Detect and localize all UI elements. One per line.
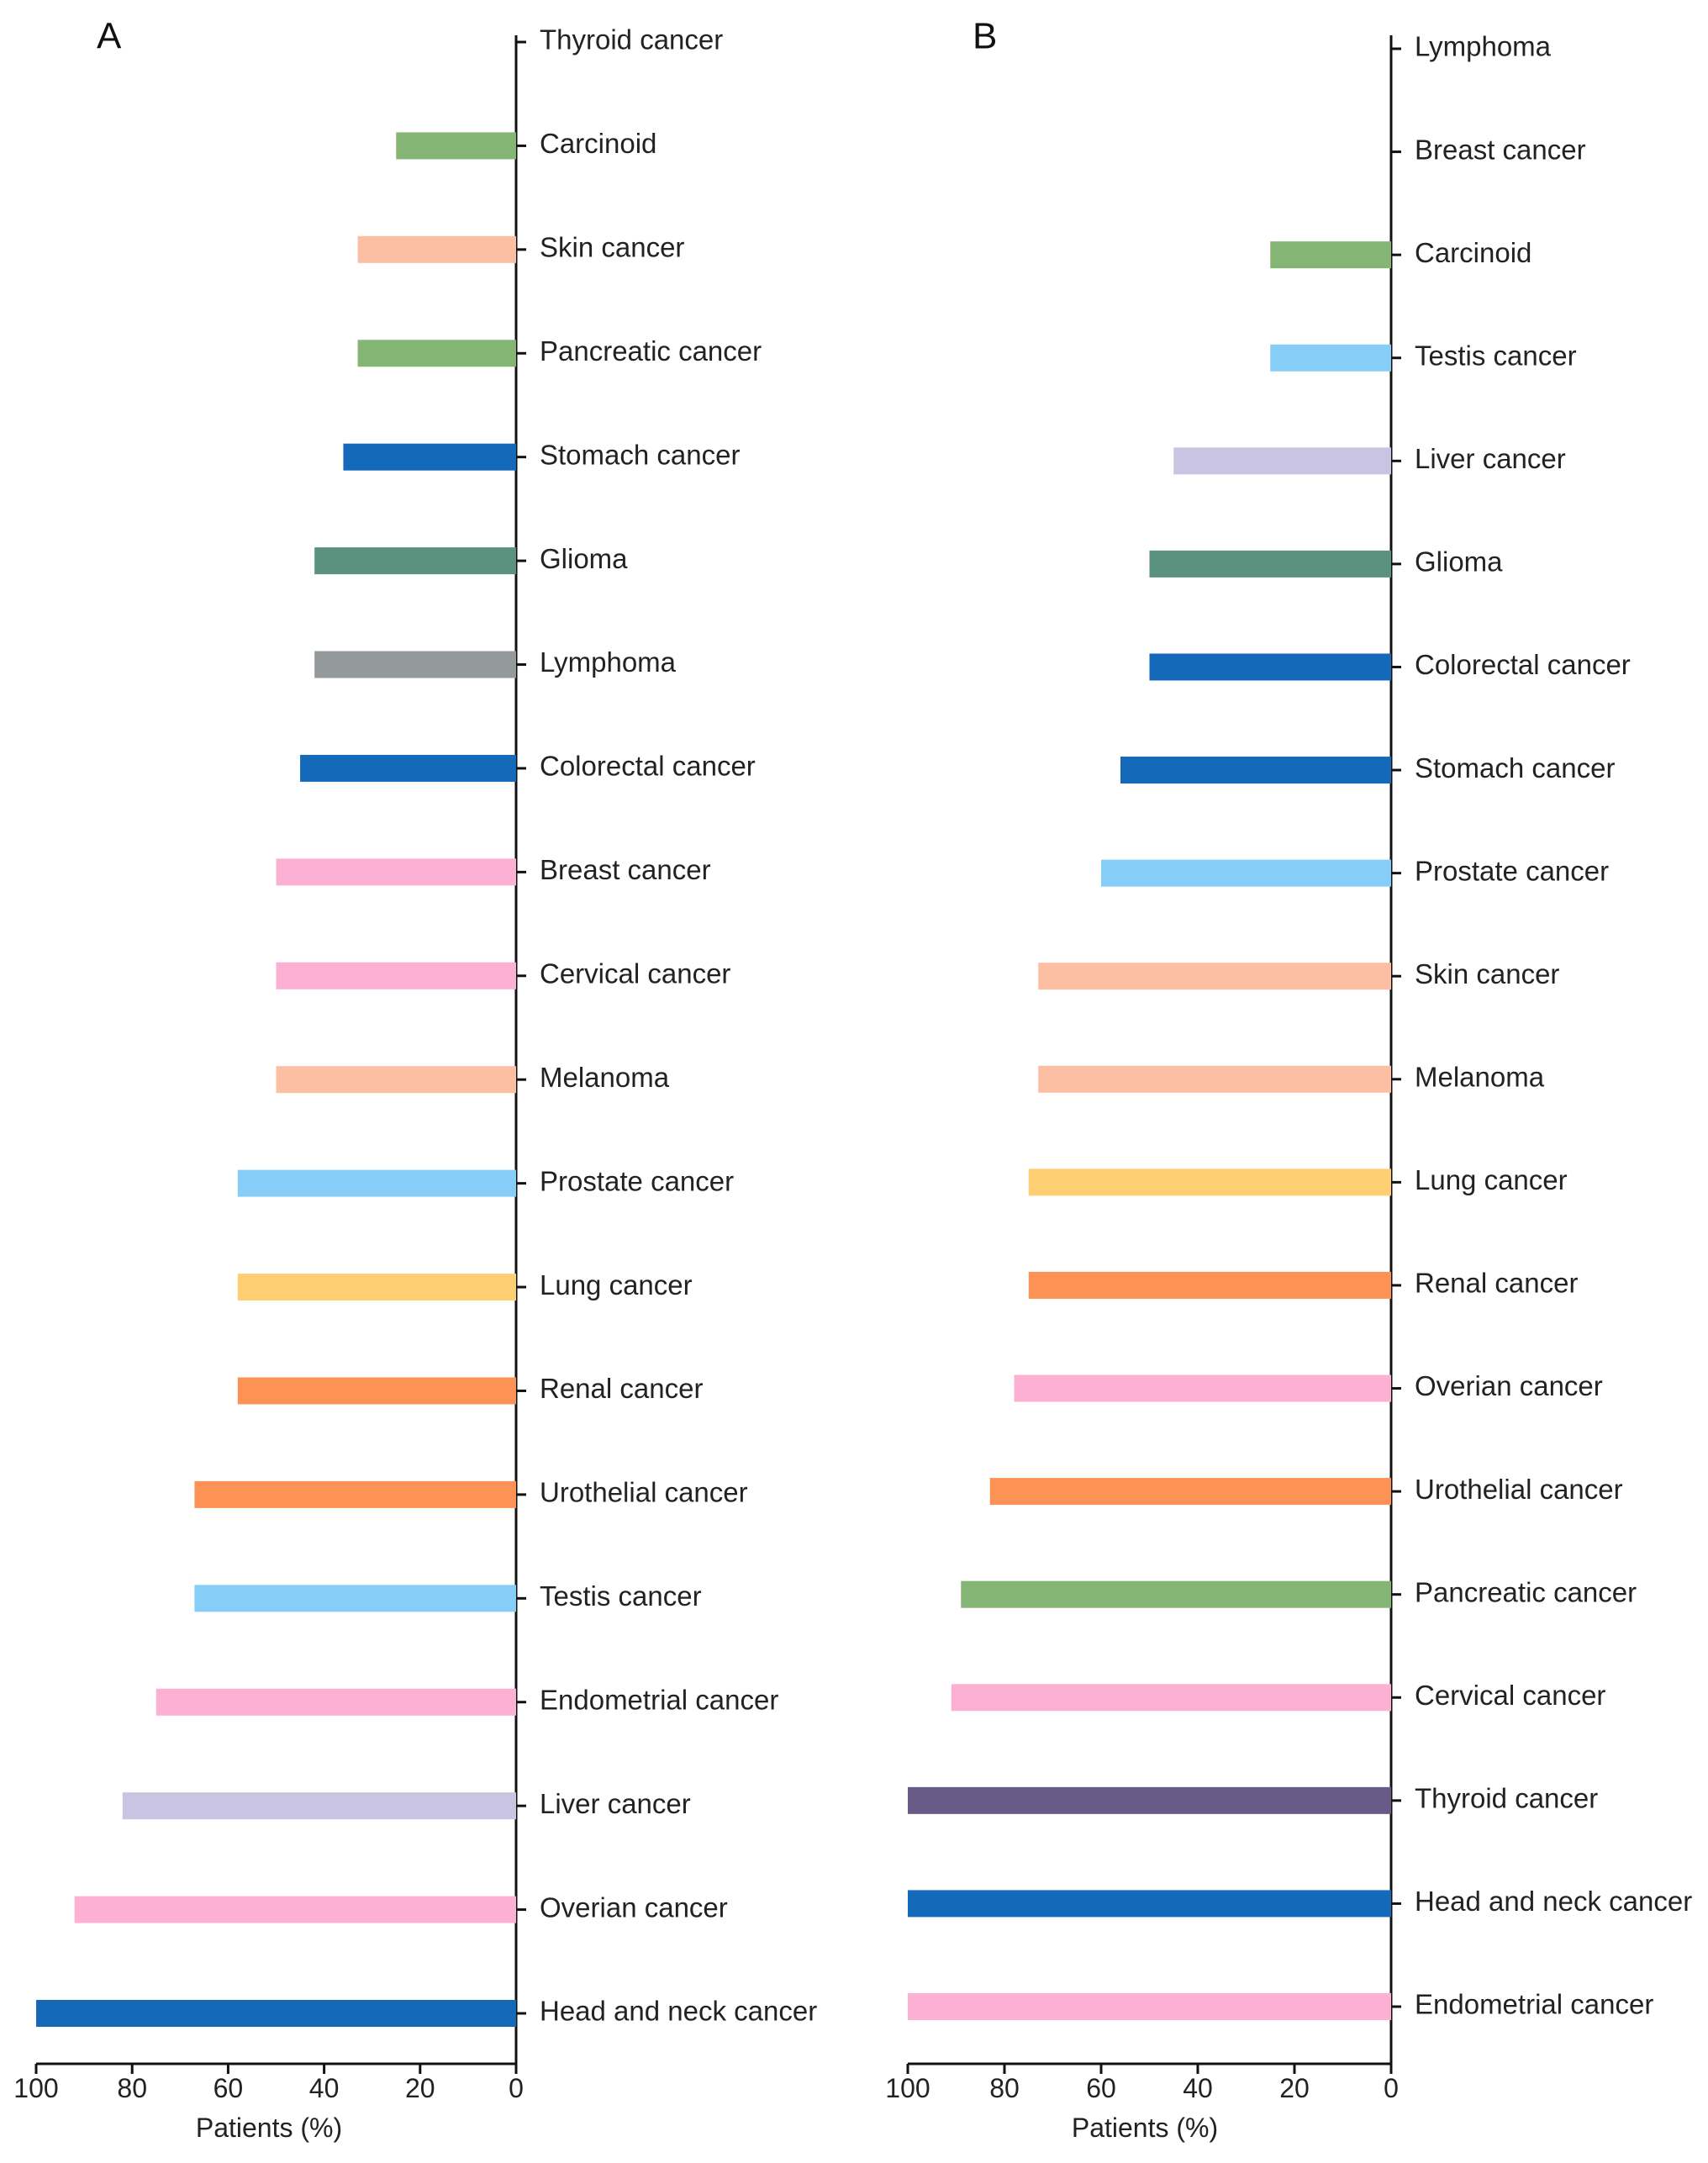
category-label: Melanoma xyxy=(540,1062,670,1093)
bar xyxy=(36,2000,516,2027)
category-label: Glioma xyxy=(540,543,628,574)
category-label: Thyroid cancer xyxy=(540,24,723,55)
category-label: Skin cancer xyxy=(1415,958,1559,989)
category-label: Prostate cancer xyxy=(1415,855,1609,886)
bar xyxy=(276,858,516,886)
bar xyxy=(194,1480,516,1508)
category-label: Lymphoma xyxy=(540,646,677,678)
category-label: Endometrial cancer xyxy=(1415,1989,1653,2020)
value-tick-label: 20 xyxy=(405,2073,435,2103)
category-label: Overian cancer xyxy=(540,1891,728,1923)
category-label: Pancreatic cancer xyxy=(1415,1576,1637,1607)
value-tick-label: 80 xyxy=(989,2073,1020,2103)
bar xyxy=(1014,1374,1391,1402)
bar xyxy=(237,1377,516,1405)
category-label: Lung cancer xyxy=(1415,1164,1568,1195)
bar xyxy=(1038,963,1391,990)
bar xyxy=(1173,447,1391,475)
value-tick-label: 40 xyxy=(309,2073,340,2103)
category-label: Skin cancer xyxy=(540,232,684,263)
category-label: Thyroid cancer xyxy=(1415,1783,1598,1814)
category-label: Liver cancer xyxy=(540,1788,691,1819)
panel-letter: A xyxy=(97,16,122,57)
bar xyxy=(194,1585,516,1612)
value-tick-label: 20 xyxy=(1279,2073,1310,2103)
bar xyxy=(908,1993,1391,2020)
value-axis-title: Patients (%) xyxy=(1072,2113,1218,2143)
category-label: Lymphoma xyxy=(1415,31,1552,62)
category-label: Stomach cancer xyxy=(1415,752,1615,783)
value-tick-label: 80 xyxy=(117,2073,147,2103)
bar xyxy=(1270,241,1391,269)
value-tick-label: 0 xyxy=(509,2073,524,2103)
bar xyxy=(961,1580,1391,1608)
category-label: Melanoma xyxy=(1415,1062,1545,1093)
bar xyxy=(908,1890,1391,1918)
category-label: Breast cancer xyxy=(1415,134,1586,165)
bar xyxy=(314,547,516,575)
category-label: Testis cancer xyxy=(540,1580,702,1612)
category-label: Colorectal cancer xyxy=(1415,649,1631,680)
category-label: Lung cancer xyxy=(540,1269,693,1300)
bar xyxy=(276,962,516,989)
bar xyxy=(1270,344,1391,372)
category-label: Urothelial cancer xyxy=(1415,1474,1623,1505)
bar xyxy=(951,1684,1391,1712)
category-label: Cervical cancer xyxy=(540,958,730,989)
category-label: Cervical cancer xyxy=(1415,1680,1605,1711)
bar xyxy=(74,1896,517,1923)
bar xyxy=(989,1478,1391,1506)
bar xyxy=(276,1066,516,1094)
bar xyxy=(156,1688,516,1716)
panel-b: B Lymphoma Breast cancer Carcinoid Testis ca… xyxy=(885,16,1692,2143)
bar xyxy=(1028,1271,1391,1299)
category-label: Head and neck cancer xyxy=(540,1996,817,2027)
bar xyxy=(1149,550,1391,578)
category-label: Carcinoid xyxy=(540,128,656,159)
bar xyxy=(908,1786,1391,1814)
category-label: Renal cancer xyxy=(1415,1268,1578,1299)
category-label: Testis cancer xyxy=(1415,340,1577,371)
value-tick-label: 40 xyxy=(1183,2073,1213,2103)
bar xyxy=(343,443,516,471)
category-label: Colorectal cancer xyxy=(540,751,756,782)
panel-a: A Thyroid cancer Carcinoid Skin cancer Pancr… xyxy=(13,16,817,2143)
bar xyxy=(237,1169,516,1197)
category-label: Endometrial cancer xyxy=(540,1684,778,1715)
value-axis-title: Patients (%) xyxy=(196,2113,342,2143)
value-tick-label: 60 xyxy=(1086,2073,1116,2103)
bar xyxy=(396,132,516,160)
bar xyxy=(1149,653,1391,681)
category-label: Prostate cancer xyxy=(540,1165,734,1196)
value-tick-label: 0 xyxy=(1384,2073,1399,2103)
bar xyxy=(1038,1065,1391,1093)
category-label: Head and neck cancer xyxy=(1415,1886,1692,1917)
bar xyxy=(357,340,516,367)
bar xyxy=(1028,1169,1391,1196)
category-label: Urothelial cancer xyxy=(540,1477,748,1508)
category-label: Liver cancer xyxy=(1415,443,1566,474)
bar xyxy=(1120,757,1391,784)
bar xyxy=(300,754,516,782)
bar xyxy=(122,1792,516,1820)
value-tick-label: 60 xyxy=(214,2073,244,2103)
category-label: Renal cancer xyxy=(540,1373,703,1404)
category-label: Glioma xyxy=(1415,546,1503,578)
bar xyxy=(1101,859,1391,887)
bar xyxy=(357,235,516,263)
category-label: Overian cancer xyxy=(1415,1370,1603,1401)
category-label: Breast cancer xyxy=(540,854,711,885)
category-label: Carcinoid xyxy=(1415,237,1531,268)
panel-letter: B xyxy=(973,16,997,57)
bar xyxy=(314,651,516,678)
value-tick-label: 100 xyxy=(885,2073,930,2103)
category-label: Stomach cancer xyxy=(540,439,740,470)
category-label: Pancreatic cancer xyxy=(540,335,762,367)
bar xyxy=(237,1274,516,1301)
value-tick-label: 100 xyxy=(13,2073,58,2103)
